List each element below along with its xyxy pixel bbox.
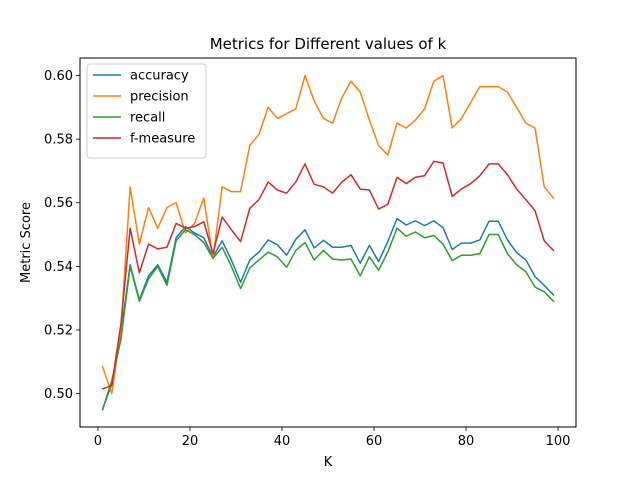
y-axis-label: Metric Score (19, 202, 34, 283)
plot-frame (79, 57, 577, 428)
legend-label-precision: precision (130, 90, 189, 105)
series-line-f-measure (101, 160, 555, 390)
series-line-recall (101, 227, 555, 411)
x-axis-label: K (324, 455, 333, 470)
y-tick-label: 0.56 (44, 196, 73, 211)
x-axis: 0 20 40 60 80 100 (94, 427, 571, 449)
x-tick-label: 60 (366, 434, 383, 449)
y-axis: 0.50 0.52 0.54 0.56 0.58 0.60 (44, 69, 80, 402)
legend-label-recall: recall (130, 111, 165, 126)
legend-label-accuracy: accuracy (130, 69, 189, 84)
legend-label-f-measure: f-measure (130, 132, 195, 147)
y-tick-label: 0.60 (44, 69, 73, 84)
legend: accuracy precision recall f-measure (86, 63, 207, 159)
x-tick-label: 0 (94, 434, 102, 449)
series-layer (101, 74, 555, 411)
series-line-precision (101, 74, 555, 395)
legend-box (86, 63, 207, 159)
x-tick-label: 80 (458, 434, 475, 449)
y-tick-label: 0.50 (44, 387, 73, 402)
y-tick-label: 0.54 (44, 260, 73, 275)
series-line-accuracy (101, 217, 555, 411)
x-tick-label: 20 (182, 434, 199, 449)
y-tick-label: 0.52 (44, 323, 73, 338)
chart-title: Metrics for Different values of k (210, 35, 447, 53)
x-tick-label: 40 (274, 434, 291, 449)
y-tick-label: 0.58 (44, 133, 73, 148)
x-tick-label: 100 (546, 434, 571, 449)
